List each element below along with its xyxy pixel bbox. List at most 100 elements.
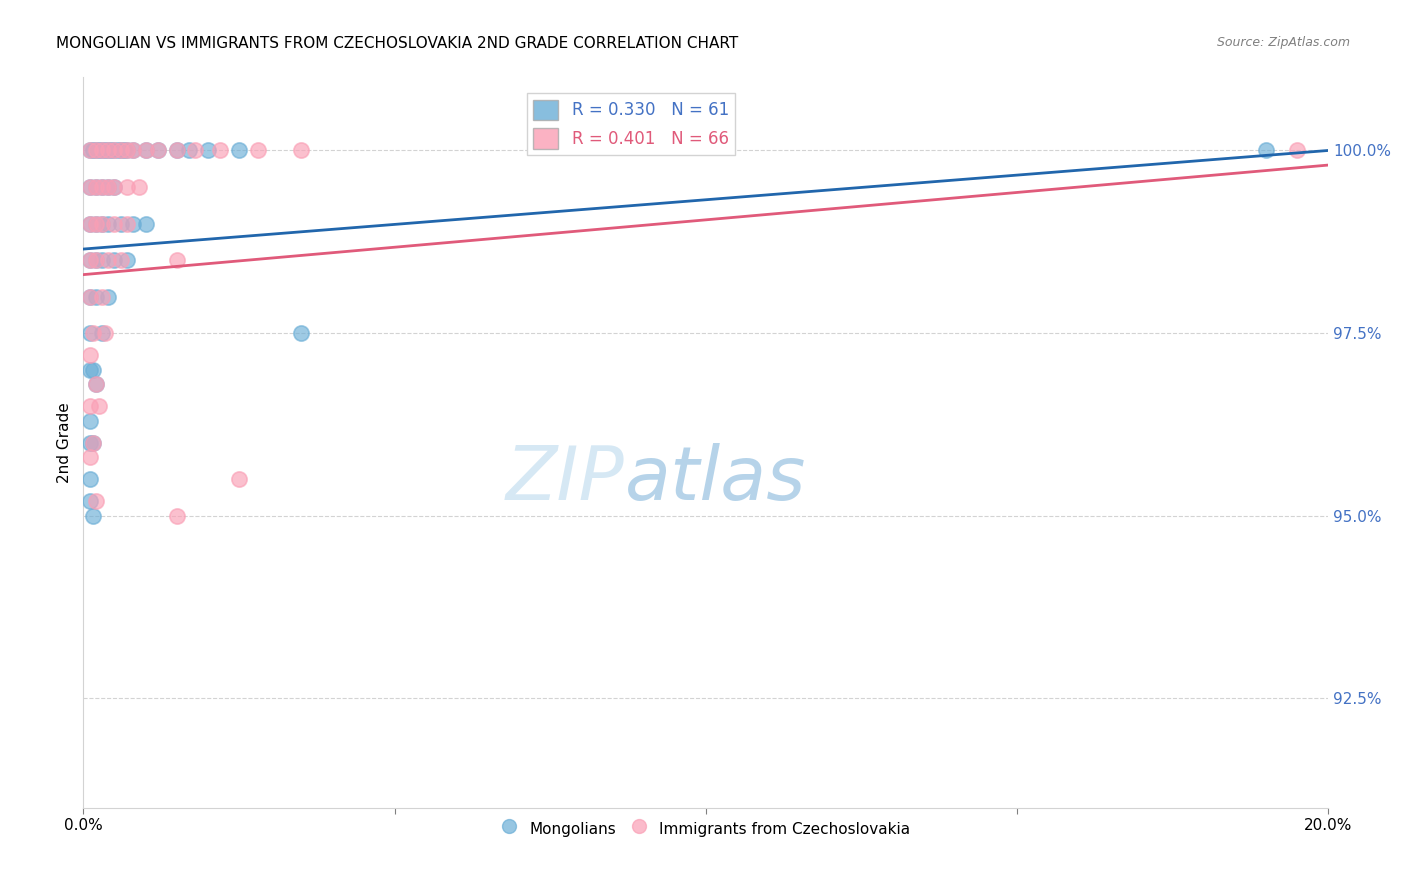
Text: ZIP: ZIP bbox=[506, 443, 624, 515]
Point bbox=[1285, 144, 1308, 158]
Point bbox=[184, 144, 207, 158]
Point bbox=[79, 326, 101, 340]
Point bbox=[135, 217, 157, 231]
Point bbox=[91, 144, 114, 158]
Point bbox=[79, 144, 101, 158]
Point bbox=[97, 180, 120, 194]
Point bbox=[166, 508, 188, 523]
Point bbox=[100, 144, 122, 158]
Point bbox=[135, 144, 157, 158]
Point bbox=[115, 217, 138, 231]
Point bbox=[146, 144, 169, 158]
Point bbox=[228, 144, 250, 158]
Point bbox=[1254, 144, 1277, 158]
Point bbox=[79, 180, 101, 194]
Point bbox=[87, 399, 110, 413]
Point bbox=[110, 252, 132, 267]
Point bbox=[91, 252, 114, 267]
Point bbox=[79, 450, 101, 465]
Point bbox=[91, 217, 114, 231]
Point bbox=[107, 144, 129, 158]
Point bbox=[79, 252, 101, 267]
Point bbox=[84, 144, 107, 158]
Point bbox=[82, 326, 104, 340]
Point bbox=[79, 348, 101, 362]
Point bbox=[91, 180, 114, 194]
Point bbox=[79, 252, 101, 267]
Point bbox=[103, 217, 125, 231]
Point bbox=[82, 435, 104, 450]
Point bbox=[91, 326, 114, 340]
Point bbox=[94, 144, 117, 158]
Point bbox=[82, 362, 104, 376]
Point bbox=[79, 289, 101, 303]
Point bbox=[84, 180, 107, 194]
Point bbox=[84, 180, 107, 194]
Point bbox=[115, 144, 138, 158]
Point bbox=[84, 217, 107, 231]
Point bbox=[166, 144, 188, 158]
Point bbox=[79, 472, 101, 486]
Point bbox=[135, 144, 157, 158]
Point bbox=[146, 144, 169, 158]
Point bbox=[110, 144, 132, 158]
Point bbox=[197, 144, 219, 158]
Point bbox=[177, 144, 200, 158]
Text: atlas: atlas bbox=[624, 443, 806, 515]
Point bbox=[91, 217, 114, 231]
Point bbox=[84, 252, 107, 267]
Point bbox=[84, 289, 107, 303]
Point bbox=[84, 144, 107, 158]
Point bbox=[79, 144, 101, 158]
Point bbox=[115, 144, 138, 158]
Point bbox=[122, 217, 145, 231]
Point bbox=[91, 180, 114, 194]
Point bbox=[122, 144, 145, 158]
Point bbox=[122, 144, 145, 158]
Point bbox=[246, 144, 269, 158]
Point bbox=[115, 252, 138, 267]
Text: MONGOLIAN VS IMMIGRANTS FROM CZECHOSLOVAKIA 2ND GRADE CORRELATION CHART: MONGOLIAN VS IMMIGRANTS FROM CZECHOSLOVA… bbox=[56, 36, 738, 51]
Point bbox=[166, 144, 188, 158]
Point bbox=[290, 144, 312, 158]
Point bbox=[103, 180, 125, 194]
Point bbox=[97, 289, 120, 303]
Point bbox=[84, 377, 107, 392]
Point bbox=[79, 414, 101, 428]
Text: Source: ZipAtlas.com: Source: ZipAtlas.com bbox=[1216, 36, 1350, 49]
Point bbox=[103, 180, 125, 194]
Point bbox=[84, 217, 107, 231]
Point bbox=[115, 180, 138, 194]
Point bbox=[84, 494, 107, 508]
Point bbox=[79, 494, 101, 508]
Point bbox=[91, 289, 114, 303]
Point bbox=[128, 180, 150, 194]
Point bbox=[79, 289, 101, 303]
Point bbox=[97, 252, 120, 267]
Point bbox=[228, 472, 250, 486]
Point bbox=[103, 252, 125, 267]
Point bbox=[91, 144, 114, 158]
Point bbox=[110, 144, 132, 158]
Point bbox=[110, 217, 132, 231]
Point bbox=[79, 180, 101, 194]
Legend: Mongolians, Immigrants from Czechoslovakia: Mongolians, Immigrants from Czechoslovak… bbox=[495, 814, 915, 844]
Point bbox=[97, 144, 120, 158]
Point bbox=[84, 377, 107, 392]
Point bbox=[290, 326, 312, 340]
Point bbox=[166, 252, 188, 267]
Point bbox=[97, 180, 120, 194]
Y-axis label: 2nd Grade: 2nd Grade bbox=[58, 402, 72, 483]
Point bbox=[79, 399, 101, 413]
Point bbox=[82, 508, 104, 523]
Point bbox=[97, 217, 120, 231]
Point bbox=[82, 144, 104, 158]
Point bbox=[112, 144, 135, 158]
Point bbox=[87, 144, 110, 158]
Point bbox=[94, 326, 117, 340]
Point bbox=[79, 217, 101, 231]
Point bbox=[82, 435, 104, 450]
Point bbox=[97, 144, 120, 158]
Point bbox=[209, 144, 232, 158]
Point bbox=[84, 252, 107, 267]
